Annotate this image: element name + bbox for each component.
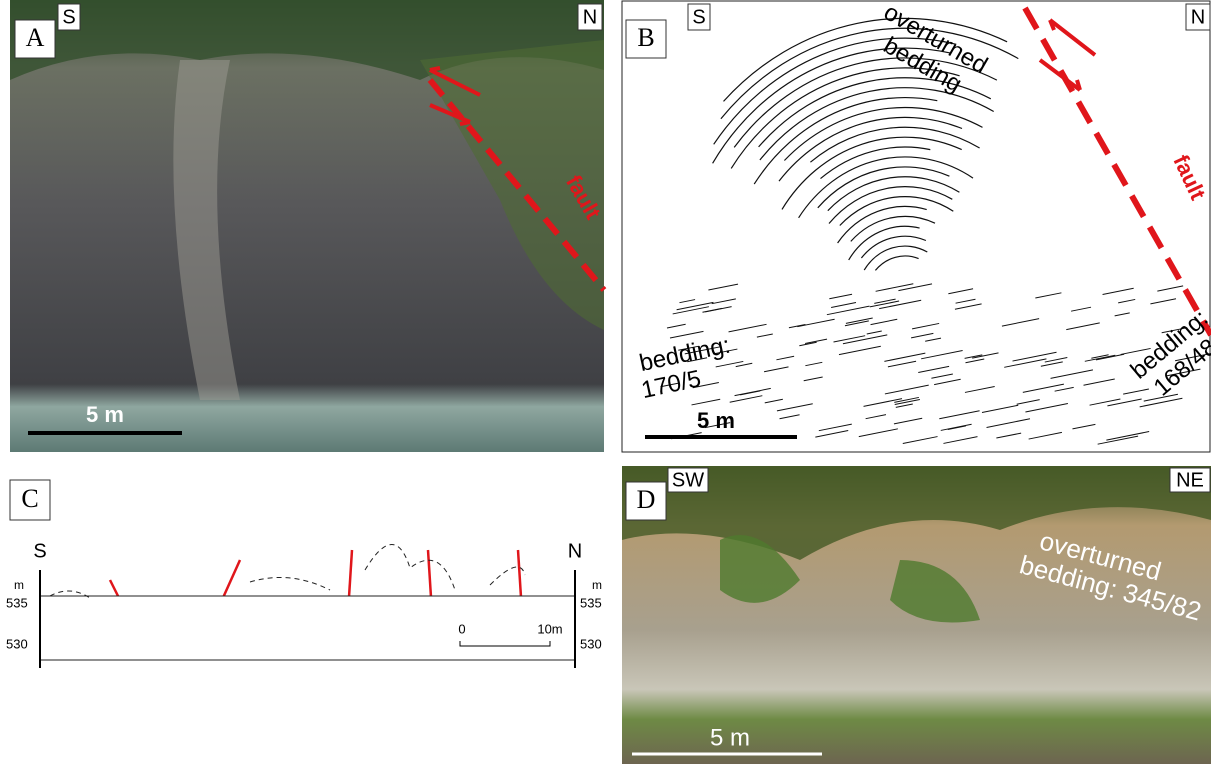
axis-tick: 530 [6,636,28,651]
panel-label: C [21,484,38,513]
panel-label: B [637,23,654,52]
direction: S [62,6,75,28]
figure: fault A S N 5 m fault overturned bedding… [0,0,1211,764]
direction: N [568,540,582,562]
panel-d: overturned bedding: 345/82 D SW NE 5 m [622,466,1211,764]
direction: S [33,540,46,562]
panel-c: C S N m 535 530 m 535 530 0 10m [6,480,602,668]
direction: SW [672,469,704,491]
direction: NE [1176,469,1204,491]
direction: N [583,6,597,28]
axis-tick: 530 [580,636,602,651]
axis-unit: m [14,578,24,592]
axis-tick: 535 [6,595,28,610]
scale-label: 5 m [86,402,124,427]
panel-label: D [637,485,656,514]
scale-label: 10m [537,621,562,636]
panel-b: fault overturned bedding bedding: 170/5 … [622,0,1211,452]
axis-unit: m [592,578,602,592]
scale-label: 0 [458,621,465,636]
scale-label: 5 m [697,408,735,433]
direction: S [692,6,705,28]
scale-label: 5 m [710,724,750,751]
projected-profile [50,544,525,598]
panel-label: A [26,23,45,52]
cross-section [40,596,575,660]
direction: N [1191,6,1205,28]
axis-tick: 535 [580,595,602,610]
panel-a: fault A S N 5 m [10,0,606,452]
